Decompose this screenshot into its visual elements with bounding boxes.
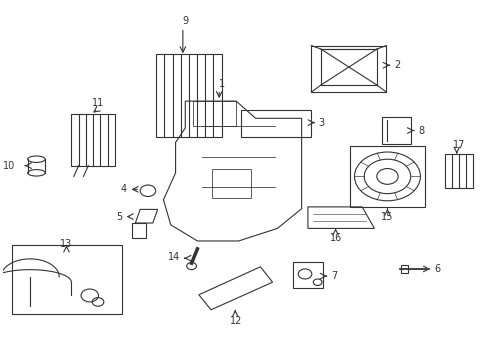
Text: 9: 9 bbox=[182, 16, 188, 26]
Text: 17: 17 bbox=[452, 140, 465, 149]
Text: 1: 1 bbox=[218, 78, 224, 89]
Text: 11: 11 bbox=[92, 98, 104, 108]
Text: 12: 12 bbox=[229, 316, 242, 325]
Text: 15: 15 bbox=[381, 212, 393, 222]
Text: 4: 4 bbox=[121, 184, 127, 194]
Text: 8: 8 bbox=[417, 126, 423, 135]
Text: 3: 3 bbox=[318, 118, 324, 128]
Text: 2: 2 bbox=[393, 60, 399, 70]
Text: 7: 7 bbox=[330, 271, 336, 281]
Text: 16: 16 bbox=[329, 233, 341, 243]
Text: 5: 5 bbox=[116, 212, 122, 221]
Text: 10: 10 bbox=[3, 161, 16, 171]
Text: 14: 14 bbox=[168, 252, 180, 262]
Text: 6: 6 bbox=[433, 264, 439, 274]
Text: 13: 13 bbox=[60, 239, 73, 249]
